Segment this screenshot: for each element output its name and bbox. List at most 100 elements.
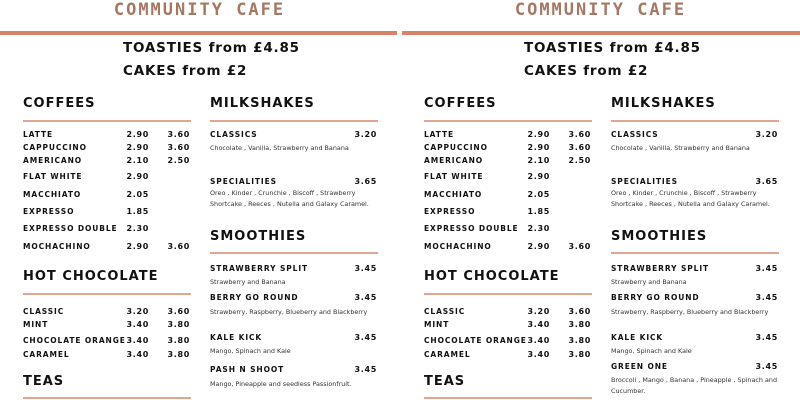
section-heading-hot-chocolate: HOT CHOCOLATE bbox=[23, 269, 159, 284]
smoothie-price: 3.45 bbox=[354, 293, 377, 302]
hot-chocolate-item-name: CHOCOLATE ORANGE bbox=[424, 336, 527, 345]
smoothie-description: Mango, Pineapple and seedless Passionfru… bbox=[210, 380, 352, 388]
section-rule bbox=[210, 252, 378, 254]
smoothie-price: 3.45 bbox=[755, 293, 778, 302]
smoothie-description: Broccoli , Mango , Banana , Pineapple , … bbox=[611, 376, 778, 395]
hot-chocolate-price-large: 3.80 bbox=[568, 350, 591, 359]
milkshake-description: Oreo , Kinder , Crunchie , Biscoff , Str… bbox=[210, 189, 369, 208]
hot-chocolate-price-large: 3.80 bbox=[568, 320, 591, 329]
section-heading-milkshakes: MILKSHAKES bbox=[210, 96, 315, 111]
coffee-item-name: AMERICANO bbox=[23, 156, 83, 165]
coffee-price-large: 2.50 bbox=[568, 156, 591, 165]
milkshake-description: Chocolate , Vanilla, Strawberry and Bana… bbox=[210, 144, 349, 152]
coffee-price-regular: 2.90 bbox=[126, 172, 149, 181]
coffee-price-large: 3.60 bbox=[167, 242, 190, 251]
coffee-price-regular: 2.05 bbox=[527, 190, 550, 199]
smoothie-price: 3.45 bbox=[354, 333, 377, 342]
smoothie-item-name: BERRY GO ROUND bbox=[611, 293, 700, 302]
section-rule bbox=[424, 293, 592, 295]
milkshake-price: 3.20 bbox=[755, 130, 778, 139]
smoothie-item-name: BERRY GO ROUND bbox=[210, 293, 299, 302]
smoothie-item-name: KALE KICK bbox=[611, 333, 664, 342]
smoothie-price: 3.45 bbox=[755, 264, 778, 273]
coffee-price-regular: 2.90 bbox=[527, 242, 550, 251]
hot-chocolate-item-name: CLASSIC bbox=[424, 307, 466, 316]
section-heading-smoothies: SMOOTHIES bbox=[210, 229, 307, 244]
menu-panel: COMMUNITY CAFE TOASTIES from £4.85 CAKES f… bbox=[0, 0, 399, 400]
coffee-item-name: MACCHIATO bbox=[424, 190, 483, 199]
hot-chocolate-price-large: 3.60 bbox=[167, 307, 190, 316]
smoothie-price: 3.45 bbox=[354, 264, 377, 273]
header-divider-left bbox=[0, 31, 397, 35]
hot-chocolate-price-regular: 3.40 bbox=[527, 320, 550, 329]
hot-chocolate-item-name: CARAMEL bbox=[23, 350, 70, 359]
section-rule bbox=[424, 397, 592, 399]
promo-cakes: CAKES from £2 bbox=[524, 63, 649, 79]
smoothie-price: 3.45 bbox=[755, 362, 778, 371]
milkshake-price: 3.20 bbox=[354, 130, 377, 139]
promo-toasties: TOASTIES from £4.85 bbox=[524, 40, 701, 56]
coffee-price-large: 2.50 bbox=[167, 156, 190, 165]
coffee-price-regular: 2.90 bbox=[527, 172, 550, 181]
coffee-item-name: EXPRESSO bbox=[23, 207, 75, 216]
smoothie-item-name: GREEN ONE bbox=[611, 362, 668, 371]
smoothie-description: Strawberry and Banana bbox=[210, 278, 286, 286]
promo-toasties: TOASTIES from £4.85 bbox=[123, 40, 300, 56]
hot-chocolate-price-regular: 3.40 bbox=[126, 350, 149, 359]
coffee-item-name: AMERICANO bbox=[424, 156, 484, 165]
section-heading-coffees: COFFEES bbox=[424, 96, 497, 111]
coffee-price-regular: 2.90 bbox=[126, 130, 149, 139]
section-rule bbox=[23, 397, 191, 399]
milkshake-description: Chocolate , Vanilla, Strawberry and Bana… bbox=[611, 144, 750, 152]
section-rule bbox=[611, 120, 779, 122]
cafe-title: COMMUNITY CAFE bbox=[113, 0, 286, 20]
smoothie-item-name: KALE KICK bbox=[210, 333, 263, 342]
hot-chocolate-item-name: CARAMEL bbox=[424, 350, 471, 359]
coffee-item-name: CAPPUCCINO bbox=[23, 143, 87, 152]
section-heading-teas: TEAS bbox=[424, 374, 466, 389]
hot-chocolate-price-large: 3.60 bbox=[568, 307, 591, 316]
coffee-price-regular: 2.90 bbox=[527, 143, 550, 152]
milkshake-item-name: SPECIALITIES bbox=[611, 177, 678, 186]
section-heading-teas: TEAS bbox=[23, 374, 65, 389]
coffee-item-name: MACCHIATO bbox=[23, 190, 82, 199]
section-rule bbox=[424, 120, 592, 122]
header-divider-right bbox=[402, 31, 800, 35]
smoothie-description: Strawberry and Banana bbox=[611, 278, 687, 286]
coffee-price-regular: 2.10 bbox=[527, 156, 550, 165]
hot-chocolate-price-regular: 3.40 bbox=[126, 336, 149, 345]
hot-chocolate-price-regular: 3.20 bbox=[527, 307, 550, 316]
coffee-item-name: FLAT WHITE bbox=[424, 172, 484, 181]
coffee-item-name: EXPRESSO DOUBLE bbox=[424, 224, 519, 233]
smoothie-description: Mango, Spinach and Kale bbox=[210, 347, 291, 355]
hot-chocolate-price-large: 3.80 bbox=[167, 320, 190, 329]
milkshake-description: Oreo , Kinder , Crunchie , Biscoff , Str… bbox=[611, 189, 770, 208]
smoothie-price: 3.45 bbox=[354, 365, 377, 374]
smoothie-description: Strawberry, Raspberry, Blueberry and Bla… bbox=[210, 308, 368, 316]
smoothie-item-name: STRAWBERRY SPLIT bbox=[210, 264, 309, 273]
section-rule bbox=[23, 293, 191, 295]
coffee-price-large: 3.60 bbox=[167, 143, 190, 152]
smoothie-price: 3.45 bbox=[755, 333, 778, 342]
milkshake-item-name: SPECIALITIES bbox=[210, 177, 277, 186]
smoothie-item-name: STRAWBERRY SPLIT bbox=[611, 264, 710, 273]
coffee-item-name: CAPPUCCINO bbox=[424, 143, 488, 152]
smoothie-description: Mango, Spinach and Kale bbox=[611, 347, 692, 355]
milkshake-item-name: CLASSICS bbox=[611, 130, 659, 139]
hot-chocolate-item-name: CHOCOLATE ORANGE bbox=[23, 336, 126, 345]
hot-chocolate-item-name: MINT bbox=[424, 320, 450, 329]
coffee-item-name: LATTE bbox=[23, 130, 54, 139]
cafe-title: COMMUNITY CAFE bbox=[514, 0, 687, 20]
hot-chocolate-price-regular: 3.40 bbox=[126, 320, 149, 329]
hot-chocolate-price-regular: 3.40 bbox=[527, 336, 550, 345]
section-heading-hot-chocolate: HOT CHOCOLATE bbox=[424, 269, 560, 284]
promo-cakes: CAKES from £2 bbox=[123, 63, 248, 79]
milkshake-price: 3.65 bbox=[354, 177, 377, 186]
section-heading-smoothies: SMOOTHIES bbox=[611, 229, 708, 244]
hot-chocolate-price-large: 3.80 bbox=[167, 336, 190, 345]
coffee-item-name: EXPRESSO bbox=[424, 207, 476, 216]
coffee-price-regular: 2.10 bbox=[126, 156, 149, 165]
hot-chocolate-price-large: 3.80 bbox=[568, 336, 591, 345]
coffee-price-regular: 2.30 bbox=[126, 224, 149, 233]
hot-chocolate-item-name: MINT bbox=[23, 320, 49, 329]
